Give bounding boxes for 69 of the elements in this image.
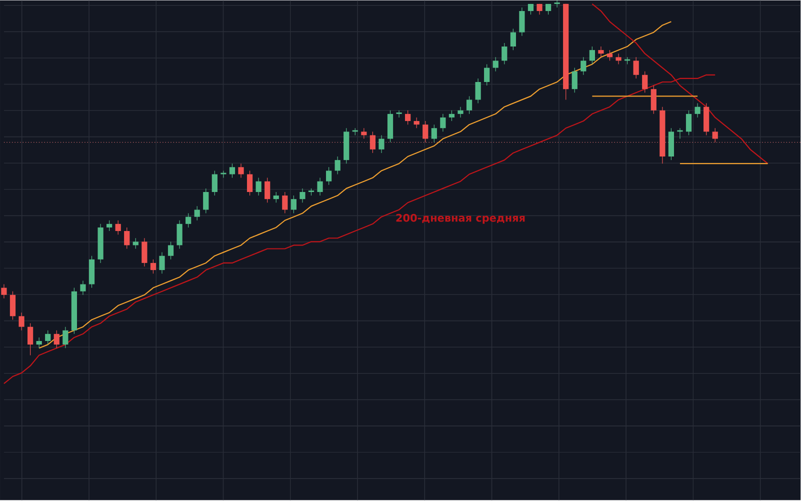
- candlestick: [176, 220, 182, 250]
- candlestick: [466, 96, 472, 114]
- candlestick: [194, 206, 200, 221]
- candlestick: [326, 167, 332, 186]
- candlestick: [124, 227, 130, 250]
- series-label: 200-дневная средняя: [396, 214, 525, 224]
- candlestick: [256, 178, 262, 196]
- candlestick: [616, 54, 622, 65]
- candlestick: [536, 4, 542, 16]
- candlestick: [300, 188, 306, 204]
- candlestick: [132, 238, 138, 250]
- candlestick: [115, 220, 121, 236]
- candlestick: [159, 252, 165, 274]
- candlestick: [422, 120, 428, 143]
- candlestick: [396, 110, 402, 118]
- candlestick: [528, 4, 534, 16]
- candlestick: [510, 28, 516, 51]
- candlestick: [212, 170, 218, 196]
- candlestick: [492, 57, 498, 72]
- candlestick: [246, 170, 253, 196]
- candlestick: [440, 114, 446, 132]
- candlestick: [36, 337, 42, 349]
- candlestick: [203, 188, 209, 214]
- candlestick: [589, 46, 595, 65]
- candlestick: [458, 106, 464, 118]
- candlestick: [686, 110, 692, 136]
- candlestick: [554, 0, 560, 8]
- candlestick: [27, 323, 34, 356]
- candlestick: [290, 195, 296, 214]
- candlestick: [186, 213, 192, 228]
- candlestick: [10, 291, 16, 320]
- candlestick: [142, 238, 148, 268]
- candlestick: [545, 4, 552, 16]
- candlestick: [448, 110, 455, 122]
- candlestick: [18, 312, 24, 331]
- candlestick: [484, 64, 490, 86]
- candlestick: [633, 57, 639, 79]
- candlestick: [334, 156, 340, 175]
- candlestick: [264, 178, 270, 204]
- candlestick: [317, 178, 323, 196]
- candlestick: [168, 242, 174, 260]
- candlestick: [606, 50, 613, 62]
- candlestick: [580, 57, 586, 76]
- candlestick: [370, 132, 376, 154]
- candlestick: [405, 110, 411, 126]
- candlestick: [502, 42, 508, 65]
- candlestick: [378, 135, 384, 154]
- candlestick: [475, 78, 481, 104]
- candlestick: [598, 46, 604, 58]
- candlestick: [54, 330, 60, 349]
- candlestick: [572, 68, 578, 94]
- candlestick: [712, 128, 718, 143]
- candlestick: [238, 164, 244, 178]
- candlestick: [282, 192, 288, 214]
- candlestick: [62, 326, 68, 349]
- candlestick: [414, 117, 420, 129]
- candlestick: [45, 330, 51, 346]
- candlestick: [519, 7, 525, 36]
- candlestick: [694, 103, 700, 118]
- candlestick: [642, 71, 648, 94]
- candlestick: [106, 220, 112, 232]
- candlestick: [273, 192, 279, 204]
- candlestick: [229, 164, 236, 178]
- candlestick: [361, 128, 367, 140]
- candlestick: [650, 85, 656, 114]
- candlestick: [431, 124, 437, 143]
- candlestick: [80, 280, 86, 296]
- candlestick: [1, 284, 7, 299]
- candlestick: [150, 259, 156, 274]
